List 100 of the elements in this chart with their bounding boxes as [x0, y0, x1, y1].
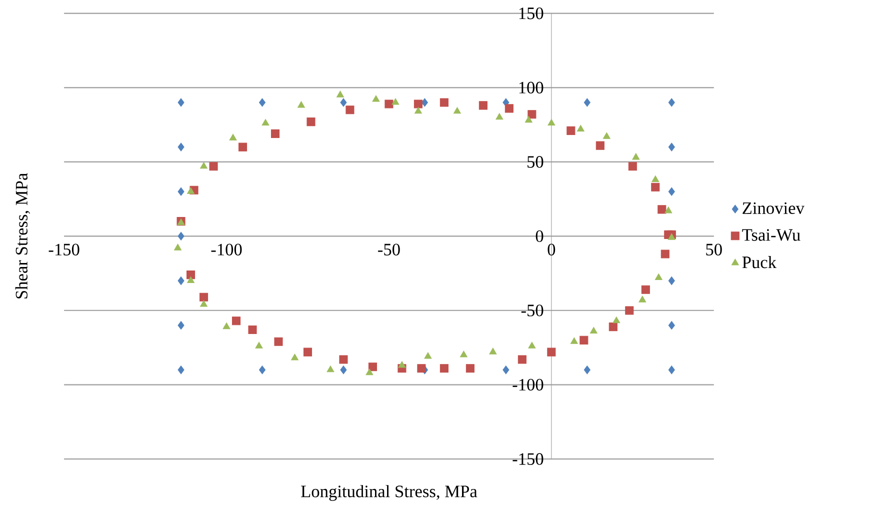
- point: [178, 276, 184, 285]
- point: [668, 187, 675, 196]
- y-tick-label: 0: [536, 230, 544, 242]
- y-tick-label: 150: [519, 7, 544, 20]
- y-axis-title: Shear Stress, MPa: [15, 173, 30, 298]
- point: [625, 306, 634, 315]
- point: [638, 296, 646, 302]
- point: [478, 101, 488, 110]
- legend-label: Puck: [742, 256, 777, 268]
- point: [222, 322, 230, 330]
- point: [232, 316, 241, 326]
- point: [424, 352, 432, 359]
- point: [178, 98, 184, 107]
- point: [652, 175, 660, 182]
- point: [414, 100, 422, 108]
- point: [664, 206, 672, 214]
- point: [496, 113, 504, 120]
- point: [528, 110, 536, 119]
- y-tick-label: 50: [528, 156, 544, 168]
- y-tick-label: 100: [519, 82, 544, 94]
- point: [174, 244, 182, 250]
- point: [200, 300, 208, 307]
- point: [504, 104, 514, 113]
- point: [336, 90, 344, 98]
- point: [668, 366, 675, 374]
- point: [590, 326, 598, 334]
- y-tick-label: -50: [521, 304, 544, 316]
- point: [417, 364, 426, 373]
- point: [489, 348, 497, 354]
- point: [524, 116, 532, 123]
- x-tick-label: -50: [378, 244, 400, 256]
- point: [668, 98, 675, 107]
- point: [209, 162, 218, 171]
- point: [258, 98, 266, 107]
- x-tick-label: 50: [706, 244, 722, 256]
- point: [274, 337, 283, 346]
- point: [576, 124, 584, 132]
- point: [372, 95, 380, 102]
- point: [528, 342, 536, 348]
- x-axis-title: Longitudinal Stress, MPa: [301, 485, 478, 501]
- point: [229, 134, 237, 140]
- point: [258, 366, 266, 374]
- point: [641, 285, 650, 294]
- point: [658, 205, 666, 214]
- point: [660, 250, 670, 258]
- point: [366, 368, 374, 376]
- point: [306, 117, 316, 126]
- point: [238, 142, 248, 152]
- point: [502, 366, 510, 374]
- point: [339, 355, 348, 364]
- legend-label: Tsai-Wu: [742, 229, 800, 241]
- point: [596, 141, 604, 150]
- point: [608, 322, 618, 332]
- point: [654, 273, 662, 280]
- point: [668, 233, 676, 240]
- point: [398, 361, 406, 368]
- point: [340, 98, 347, 107]
- point: [602, 132, 610, 139]
- point: [584, 98, 590, 107]
- point: [326, 366, 334, 372]
- point: [632, 153, 640, 160]
- point: [460, 350, 468, 358]
- point: [178, 187, 184, 196]
- x-tick-label: -150: [48, 244, 80, 256]
- x-tick-label: 0: [548, 244, 556, 256]
- point: [187, 276, 195, 283]
- x-tick-label: -100: [211, 244, 242, 256]
- point: [453, 107, 461, 114]
- point: [668, 321, 675, 330]
- point: [392, 98, 400, 105]
- y-tick-label: -100: [512, 378, 544, 391]
- point: [178, 142, 184, 152]
- y-tick-label: -150: [512, 453, 544, 465]
- point: [466, 364, 474, 373]
- point: [628, 162, 637, 171]
- point: [340, 366, 347, 374]
- point: [368, 362, 377, 372]
- point: [384, 100, 394, 108]
- point: [548, 118, 556, 126]
- point: [248, 325, 257, 334]
- point: [414, 107, 422, 114]
- point: [612, 316, 620, 324]
- point: [518, 355, 526, 364]
- point: [178, 366, 184, 374]
- point: [291, 354, 298, 360]
- point: [186, 270, 196, 280]
- point: [566, 126, 576, 135]
- point: [199, 292, 208, 302]
- point: [178, 321, 184, 330]
- point: [584, 366, 590, 374]
- point: [651, 182, 660, 192]
- point: [570, 337, 578, 344]
- point: [440, 98, 448, 107]
- point: [270, 129, 280, 138]
- point: [255, 342, 263, 348]
- point: [668, 276, 675, 285]
- legend-label: Zinoviev: [742, 202, 804, 214]
- point: [303, 348, 312, 356]
- point: [298, 101, 305, 108]
- point: [580, 336, 588, 344]
